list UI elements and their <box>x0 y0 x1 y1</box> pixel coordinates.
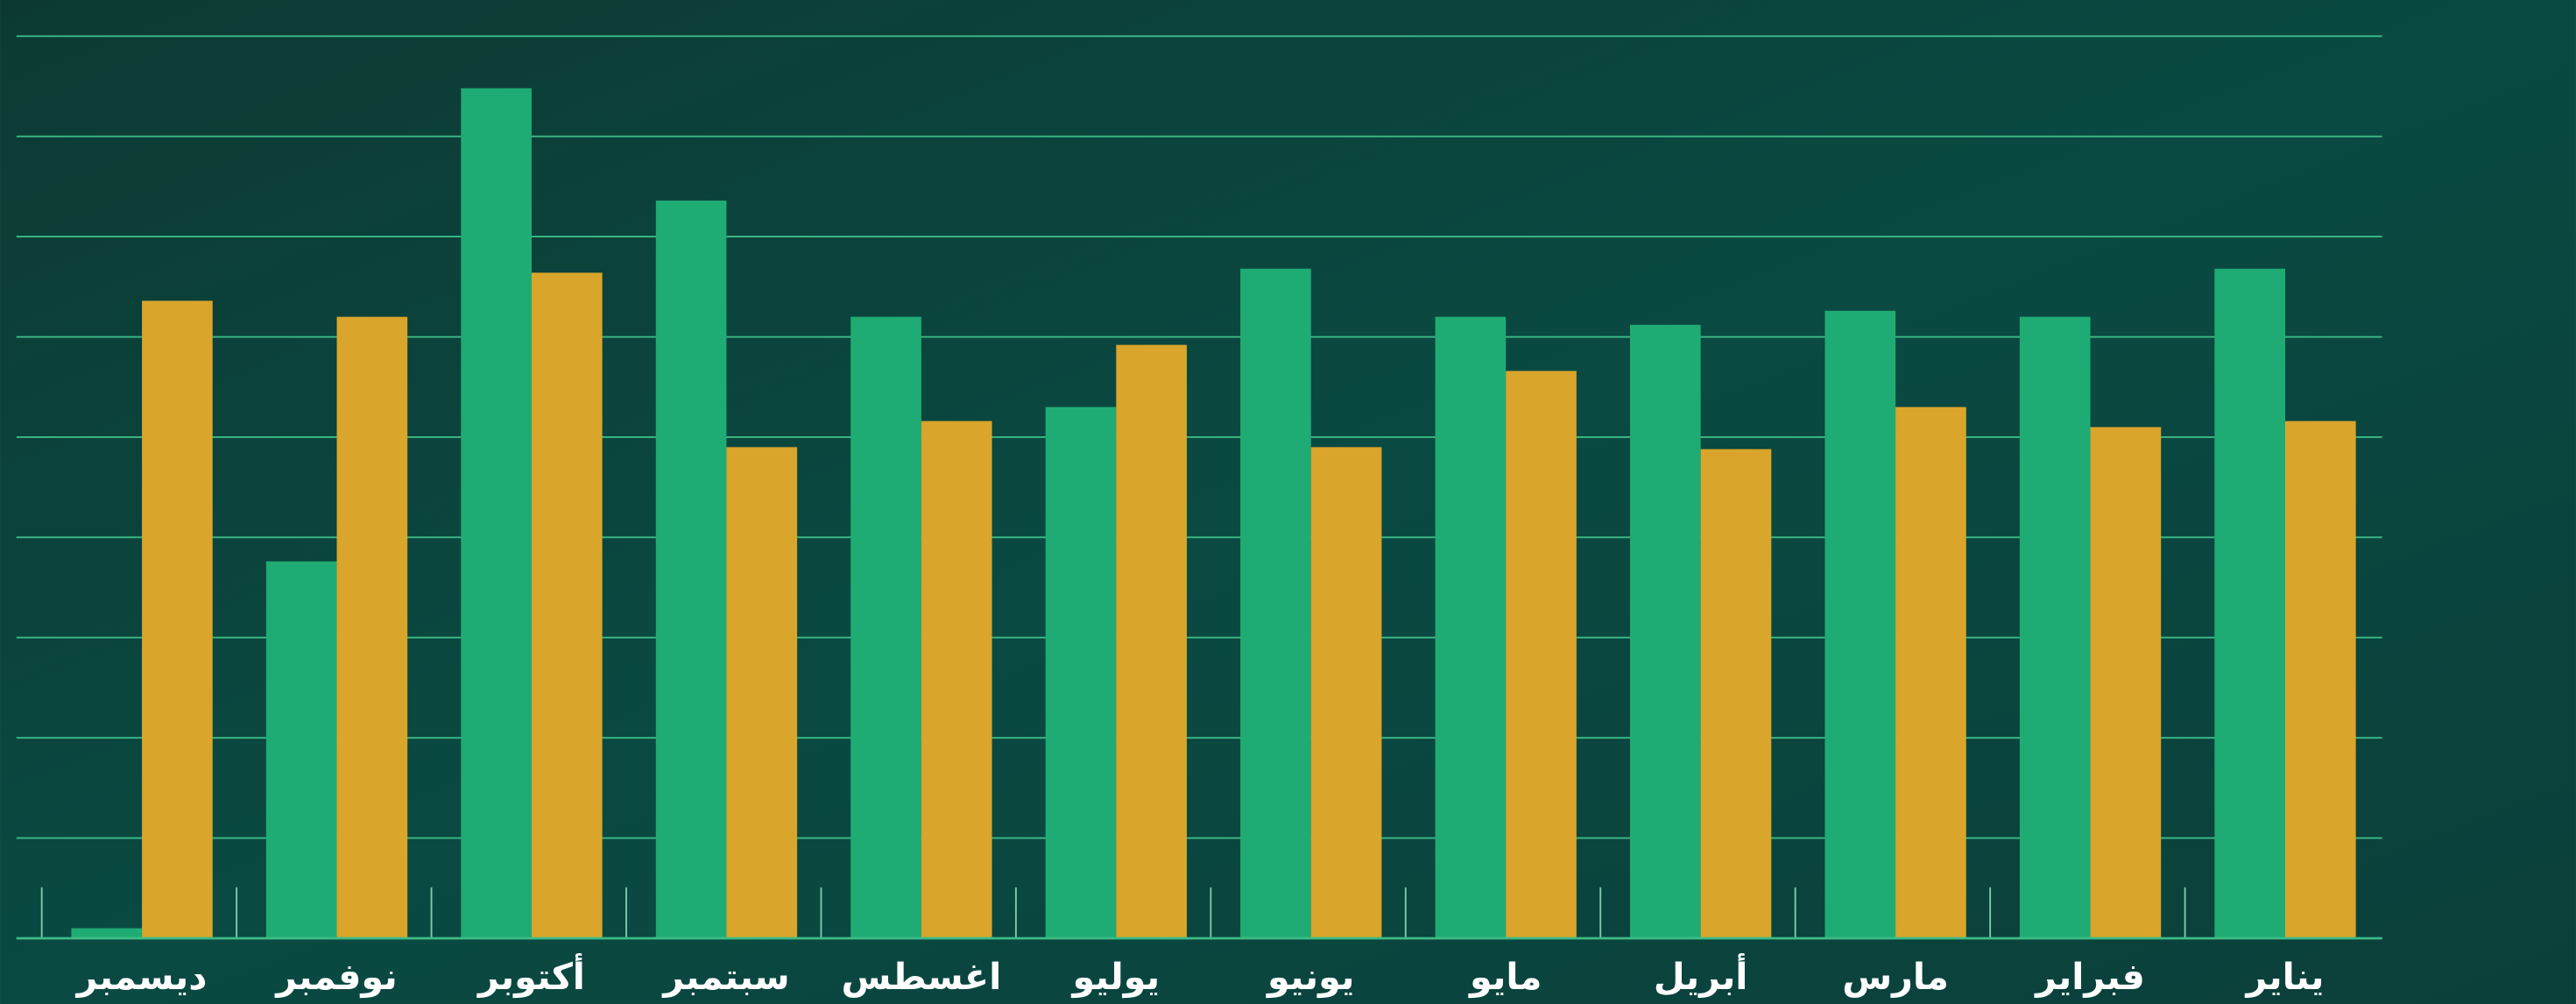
bar <box>2214 269 2285 938</box>
bar <box>2285 421 2356 938</box>
bar <box>337 317 408 938</box>
bar <box>266 562 337 938</box>
x-tick-label: يناير <box>2245 956 2325 999</box>
x-tick-label: مارس <box>1842 956 1949 998</box>
bar <box>850 317 921 938</box>
page: {"chart_data": {"type": "bar", "categori… <box>0 0 2576 1004</box>
x-tick-label: أبريل <box>1654 953 1748 999</box>
bar <box>71 929 142 938</box>
bar <box>1240 269 1311 938</box>
bar <box>726 447 797 938</box>
x-tick-label: أكتوبر <box>476 953 585 999</box>
x-tick-label: اغسطس <box>841 956 1001 998</box>
bar <box>656 201 727 938</box>
bar <box>1824 311 1895 938</box>
bar <box>1701 449 1772 938</box>
bar <box>2020 317 2091 938</box>
x-tick-label: يونيو <box>1266 956 1355 999</box>
bar <box>1895 407 1966 938</box>
bar <box>1506 371 1577 938</box>
bar <box>1046 407 1117 938</box>
bar <box>1311 447 1382 938</box>
bar <box>2091 427 2162 938</box>
bar <box>921 421 992 938</box>
x-tick-label: سبتمبر <box>661 956 789 999</box>
x-tick-label: يوليو <box>1071 956 1161 999</box>
bar <box>461 88 532 938</box>
bar <box>142 300 213 938</box>
bar <box>532 272 603 938</box>
bar <box>1436 317 1507 938</box>
x-tick-label: نوفمبر <box>274 956 398 999</box>
chart: 050010001500200025003000350040004500يناي… <box>0 0 2576 1004</box>
x-tick-label: ديسمبر <box>75 956 208 999</box>
bar <box>1630 325 1701 938</box>
bar <box>1116 345 1187 938</box>
x-tick-label: فبراير <box>2034 956 2145 999</box>
x-tick-label: مايو <box>1468 956 1542 999</box>
